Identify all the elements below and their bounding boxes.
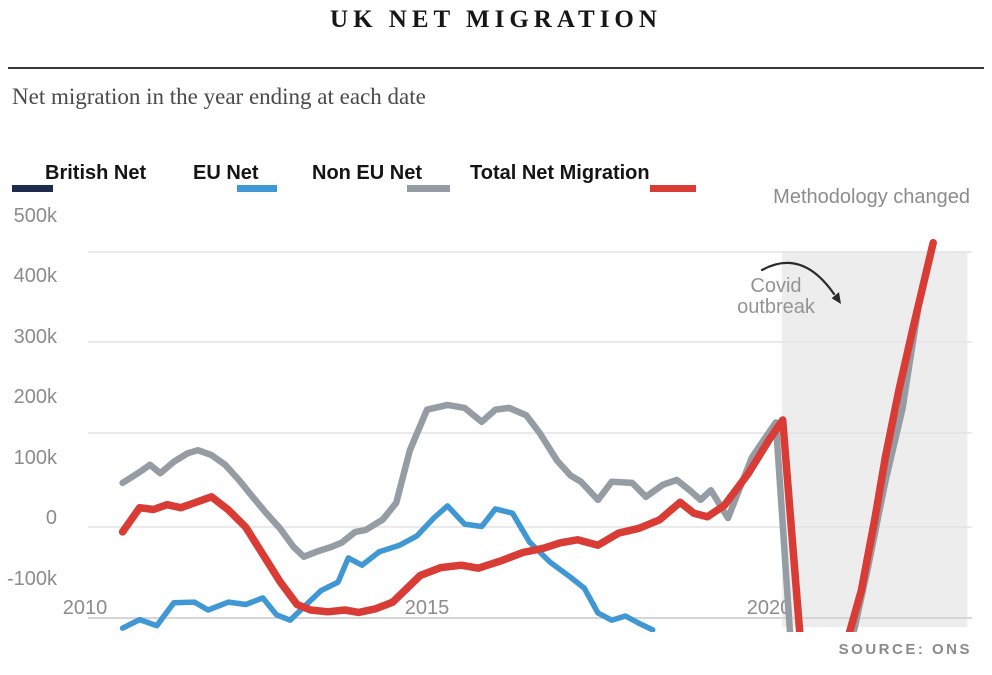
covid-arrow-icon xyxy=(760,261,841,304)
legend-swatch-total-net-migration xyxy=(650,185,696,192)
chart-title: UK NET MIGRATION xyxy=(330,6,662,33)
y-tick-label: 0 xyxy=(45,507,57,529)
plot-background xyxy=(88,251,972,627)
methodology-shaded-region xyxy=(781,252,968,627)
legend-item-british-net: British Net xyxy=(45,162,147,184)
x-tick-label: 2020 xyxy=(746,597,792,619)
y-tick-label: 500k xyxy=(13,204,57,227)
covid-outbreak-annotation: Covid outbreak xyxy=(722,276,830,318)
x-tick-label: 2010 xyxy=(62,597,108,619)
legend-item-eu-net: EU Net xyxy=(193,162,259,184)
series-line-eu-net xyxy=(119,503,656,632)
plot-series-lines xyxy=(118,238,937,632)
header-divider xyxy=(8,67,984,69)
y-tick-label: 200k xyxy=(13,386,57,408)
legend-swatch-british-net xyxy=(12,185,53,192)
legend-item-non-eu-net: Non EU Net xyxy=(312,162,422,184)
legend-swatch-non-eu-net xyxy=(407,185,450,192)
legend-swatch-eu-net xyxy=(237,185,277,192)
chart-subtitle: Net migration in the year ending at each… xyxy=(12,84,426,109)
legend-item-total-net-migration: Total Net Migration xyxy=(470,162,650,184)
series-line-total-net-migration xyxy=(118,238,937,632)
y-tick-label: 400k xyxy=(13,265,57,287)
covid-annotation-line1: Covid xyxy=(750,275,802,297)
y-tick-label: 300k xyxy=(13,325,57,348)
covid-annotation-line2: outbreak xyxy=(737,296,815,318)
source-credit: SOURCE: ONS xyxy=(838,641,972,658)
y-tick-label: 100k xyxy=(13,446,57,469)
methodology-changed-annotation: Methodology changed xyxy=(773,186,970,208)
series-line-non-eu-net xyxy=(119,296,923,632)
y-tick-label: -100k xyxy=(7,567,58,590)
x-tick-label: 2015 xyxy=(404,597,450,619)
